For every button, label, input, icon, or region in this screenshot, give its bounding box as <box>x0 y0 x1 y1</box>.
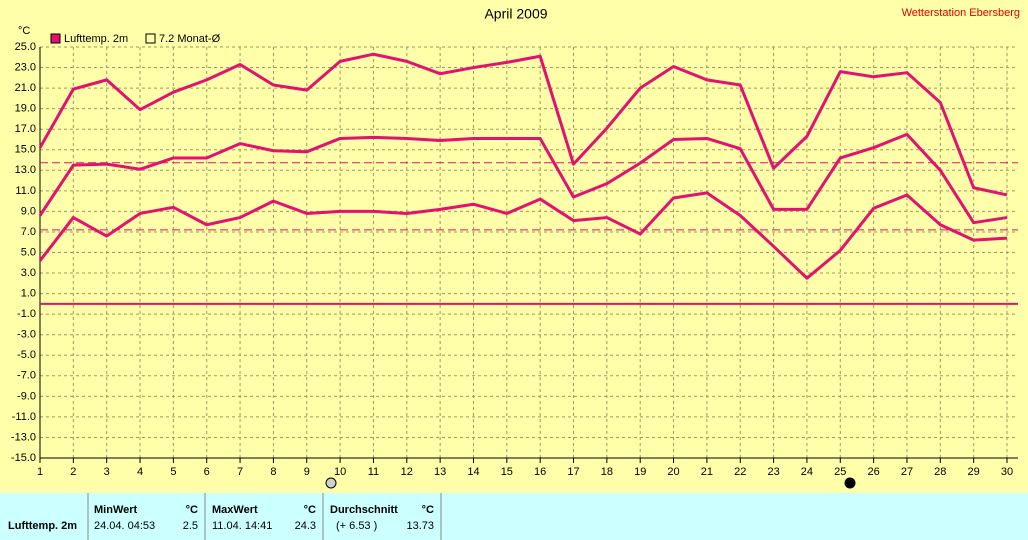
x-tick-label: 21 <box>701 466 713 478</box>
x-tick-label: 26 <box>867 466 879 478</box>
x-tick-label: 15 <box>501 466 513 478</box>
x-tick-label: 6 <box>204 466 210 478</box>
y-tick-label: -13.0 <box>11 431 36 443</box>
x-tick-label: 1 <box>37 466 43 478</box>
stats-when: 24.04. 04:53 <box>94 520 155 532</box>
x-tick-label: 30 <box>1001 466 1013 478</box>
x-tick-label: 24 <box>801 466 813 478</box>
x-tick-label: 25 <box>834 466 846 478</box>
x-tick-label: 13 <box>434 466 446 478</box>
y-tick-label: 25.0 <box>15 41 36 53</box>
temperature-line <box>38 132 1008 225</box>
stats-unit: °C <box>304 504 316 516</box>
x-tick-label: 10 <box>334 466 346 478</box>
x-tick-label: 27 <box>901 466 913 478</box>
y-unit: °C <box>18 25 30 37</box>
temperature-line <box>38 191 1008 280</box>
moon-icon <box>325 477 337 489</box>
x-tick-label: 9 <box>304 466 310 478</box>
y-tick-label: 5.0 <box>21 246 36 258</box>
y-tick-label: 13.0 <box>15 164 36 176</box>
stats-value: 13.73 <box>406 520 434 532</box>
y-tick-label: 11.0 <box>15 185 36 197</box>
x-tick-label: 23 <box>767 466 779 478</box>
y-tick-label: 17.0 <box>15 123 36 135</box>
y-tick-label: -11.0 <box>12 411 36 423</box>
x-tick-label: 19 <box>634 466 646 478</box>
y-tick-label: 1.0 <box>21 288 36 300</box>
x-tick-label: 14 <box>467 466 479 478</box>
station-name: Wetterstation Ebersberg <box>902 7 1020 19</box>
stats-value: 2.5 <box>183 520 198 532</box>
y-tick-label: 7.0 <box>21 226 36 238</box>
plot: 25.023.021.019.017.015.013.011.09.07.05.… <box>11 41 1018 478</box>
x-tick-label: 4 <box>137 466 143 478</box>
y-tick-label: -9.0 <box>17 390 36 402</box>
x-tick-label: 8 <box>270 466 276 478</box>
x-tick-label: 17 <box>567 466 579 478</box>
legend-label: 7.2 Monat-Ø <box>159 33 221 45</box>
x-tick-label: 20 <box>667 466 679 478</box>
y-tick-label: -7.0 <box>17 370 36 382</box>
legend-swatch <box>50 33 61 44</box>
stats-when: 11.04. 14:41 <box>212 520 272 532</box>
x-tick-label: 16 <box>534 466 546 478</box>
x-tick-label: 7 <box>237 466 243 478</box>
y-tick-label: -3.0 <box>17 329 36 341</box>
x-tick-label: 18 <box>601 466 613 478</box>
x-tick-label: 11 <box>368 466 379 478</box>
stats-row-label: Lufttemp. 2m <box>8 520 77 532</box>
y-tick-label: -5.0 <box>17 349 36 361</box>
temperature-line <box>38 52 1008 197</box>
moon-icon <box>844 477 856 489</box>
x-tick-label: 22 <box>734 466 746 478</box>
legend-label: Lufttemp. 2m <box>64 33 128 45</box>
background <box>0 0 1028 493</box>
legend-swatch <box>145 33 156 44</box>
y-tick-label: 21.0 <box>15 82 36 94</box>
stats-header: MinWert <box>94 504 138 516</box>
stats-header: MaxWert <box>212 504 258 516</box>
x-tick-label: 2 <box>70 466 76 478</box>
stats-header: Durchschnitt <box>330 504 398 516</box>
x-tick-label: 28 <box>934 466 946 478</box>
y-tick-label: 3.0 <box>21 267 36 279</box>
stats-unit: °C <box>186 504 198 516</box>
chart-title: April 2009 <box>484 6 547 22</box>
stats-value: 24.3 <box>295 520 316 532</box>
x-tick-label: 3 <box>104 466 110 478</box>
stats-unit: °C <box>422 504 434 516</box>
y-tick-label: 9.0 <box>21 205 36 217</box>
y-tick-label: 23.0 <box>15 61 36 73</box>
y-tick-label: -15.0 <box>11 452 36 464</box>
x-tick-label: 12 <box>401 466 413 478</box>
y-tick-label: -1.0 <box>17 308 36 320</box>
stats-when: (+ 6.53 ) <box>336 520 377 532</box>
x-tick-label: 29 <box>968 466 980 478</box>
stats-dividers <box>87 493 442 540</box>
y-tick-label: 19.0 <box>15 103 36 115</box>
stats-panel <box>0 493 1028 540</box>
x-tick-label: 5 <box>170 466 176 478</box>
y-tick-label: 15.0 <box>15 144 36 156</box>
